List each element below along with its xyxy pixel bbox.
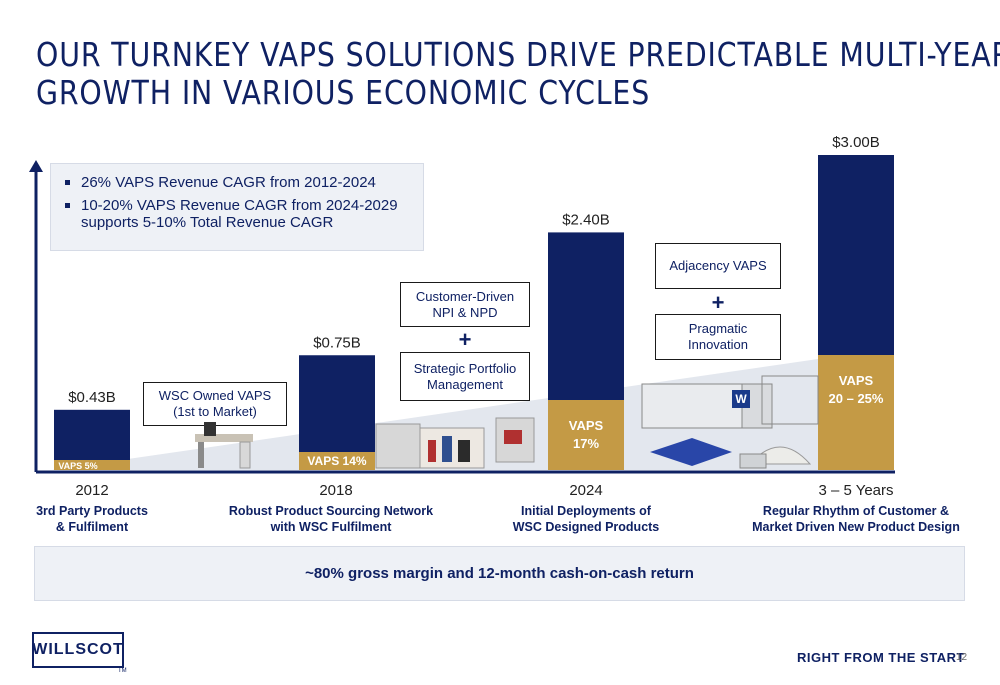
office-pod-illustration xyxy=(495,417,535,463)
strategic-portfolio-label: Strategic Portfolio Management xyxy=(413,360,517,392)
period-desc-line: with WSC Fulfilment xyxy=(270,520,392,534)
bar-vaps-2 xyxy=(548,400,624,470)
bar-total-label: $2.40B xyxy=(562,211,610,228)
title-line-1: OUR TURNKEY VAPS SOLUTIONS DRIVE PREDICT… xyxy=(36,35,1000,74)
bar-vaps-0 xyxy=(54,460,130,470)
tagline: RIGHT FROM THE START xyxy=(797,650,965,665)
bar-total-2 xyxy=(548,232,624,400)
customer-driven-label: Customer-Driven NPI & NPD xyxy=(415,288,515,320)
pragmatic-label: Pragmatic Innovation xyxy=(688,321,748,352)
bar-total-label: $0.75B xyxy=(313,334,361,351)
willscot-logo: WILLSCOT xyxy=(32,632,124,668)
modular-units-illustration xyxy=(641,375,819,469)
bar-total-3 xyxy=(818,155,894,355)
period-desc-line: Regular Rhythm of Customer & xyxy=(762,504,950,518)
bar-vaps-label: 17% xyxy=(573,436,599,451)
period-desc-line: WSC Designed Products xyxy=(512,520,660,534)
period-description: Regular Rhythm of Customer & Market Driv… xyxy=(740,503,972,535)
wsc-owned-label: WSC Owned VAPS (1st to Market) xyxy=(158,388,272,419)
period-year: 3 – 5 Years xyxy=(818,482,894,499)
bar-total-0 xyxy=(54,409,130,460)
bullet-item: 10-20% VAPS Revenue CAGR from 2024-2029 … xyxy=(63,197,411,231)
period-year: 2018 xyxy=(319,482,353,499)
bar-vaps-label: VAPS xyxy=(569,418,604,433)
strategic-portfolio-callout: Strategic Portfolio Management xyxy=(400,352,530,401)
plus-icon: + xyxy=(458,327,472,352)
page-number: 12 xyxy=(956,652,968,663)
bar-total-label: $0.43B xyxy=(68,389,116,406)
period-desc-line: Initial Deployments of xyxy=(521,504,651,518)
gross-margin-banner: ~80% gross margin and 12-month cash-on-c… xyxy=(34,546,965,601)
period-year: 2024 xyxy=(569,482,603,499)
period-desc-line: 3rd Party Products xyxy=(36,504,148,518)
period-description: Initial Deployments of WSC Designed Prod… xyxy=(490,503,682,535)
cagr-bullets: 26% VAPS Revenue CAGR from 2012-2024 10-… xyxy=(50,163,424,251)
trademark-mark: TM xyxy=(118,668,127,674)
y-axis-arrowhead xyxy=(29,160,43,172)
bar-total-label: $3.00B xyxy=(832,134,880,151)
period-year: 2012 xyxy=(75,482,109,499)
page-title: OUR TURNKEY VAPS SOLUTIONS DRIVE PREDICT… xyxy=(36,35,1000,112)
bar-vaps-label: VAPS 5% xyxy=(58,461,97,471)
willscot-w-icon: W xyxy=(732,390,750,408)
title-line-2: GROWTH IN VARIOUS ECONOMIC CYCLES xyxy=(36,73,651,112)
container-illustration xyxy=(375,423,485,469)
bar-vaps-label: VAPS xyxy=(839,373,874,388)
period-desc-line: & Fulfilment xyxy=(55,520,129,534)
growth-wedge xyxy=(52,350,880,470)
period-desc-line: Robust Product Sourcing Network xyxy=(228,504,434,518)
period-description: 3rd Party Products & Fulfilment xyxy=(12,503,172,535)
period-desc-line: Market Driven New Product Design xyxy=(752,520,960,534)
period-description: Robust Product Sourcing Network with WSC… xyxy=(216,503,446,535)
adjacency-label: Adjacency VAPS xyxy=(669,258,767,273)
customer-driven-callout: Customer-Driven NPI & NPD xyxy=(400,282,530,327)
adjacency-callout: Adjacency VAPS xyxy=(655,243,781,289)
bullet-item: 26% VAPS Revenue CAGR from 2012-2024 xyxy=(63,174,411,191)
pragmatic-callout: Pragmatic Innovation xyxy=(655,314,781,360)
bar-vaps-label: VAPS 14% xyxy=(307,454,366,468)
bar-vaps-3 xyxy=(818,355,894,470)
bar-total-1 xyxy=(299,355,375,452)
plus-icon: + xyxy=(711,290,725,315)
desk-illustration xyxy=(195,422,253,469)
bar-vaps-1 xyxy=(299,452,375,470)
bar-vaps-label: 20 – 25% xyxy=(829,391,884,406)
